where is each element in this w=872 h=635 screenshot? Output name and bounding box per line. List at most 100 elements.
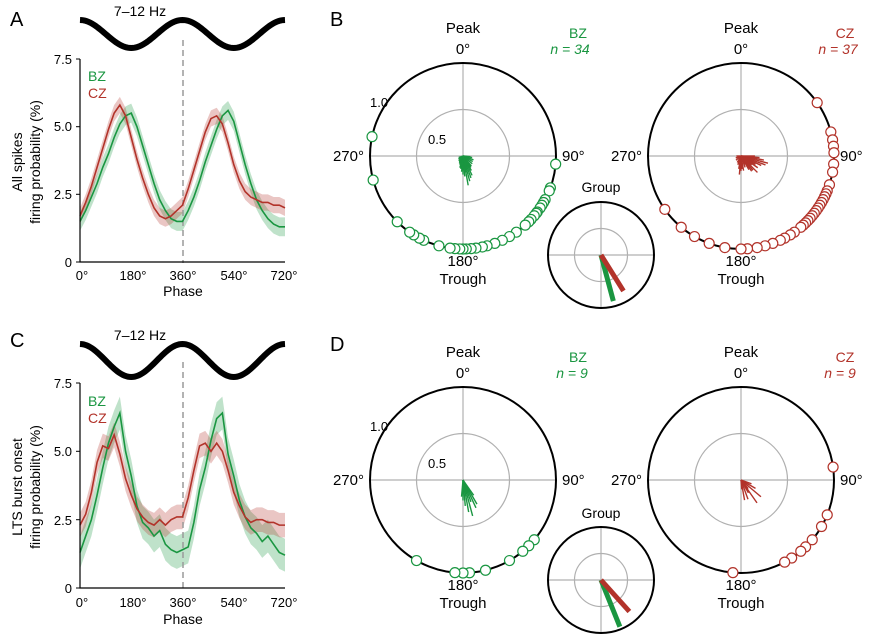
polar-b-cz-n: n = 37 [818,41,859,57]
polar-d-bz-deg0-label: 0° [456,365,470,382]
ytick-c-1: 2.5 [54,513,72,528]
series-line-cz-c [79,432,285,527]
polar-d-cz-vector-0 [740,479,762,498]
panel-letter-c: C [10,330,24,352]
polar-b-cz-cell-4 [828,147,840,159]
polar-d-cz-deg0-label: 0° [734,365,748,382]
polar-d-cz-cell-3 [806,534,818,546]
polar-b-group [547,201,655,309]
polar-d-cz-trough-label: Trough [718,595,765,612]
panel-letter-a: A [10,9,24,31]
polar-b-bz-n: n = 34 [550,41,590,57]
polar-d-bz-cell-8 [410,554,423,567]
polar-d-bz-rlabel-inner: 0.5 [428,456,446,471]
polar-b-bz-cell-25 [444,242,456,254]
polar-d-bz-cell-2 [517,545,529,557]
xtick-c-0: 0° [76,595,88,610]
polar-b-cz-deg270-label: 270° [611,148,642,165]
polar-b-bz-cell-0 [550,158,562,170]
polar-d-cz-cell-2 [815,520,828,533]
ylabel-c-line2: firing probability (%) [27,425,43,549]
polar-b-cz-deg0-label: 0° [734,41,748,58]
xtick-c-2: 360° [170,595,197,610]
polar-b-bz-vector-22 [458,155,464,159]
polar-d-bz-rlabel-outer: 1.0 [370,419,388,434]
y-ticks-a: 0 2.5 5.0 7.5 [54,52,80,270]
legend-bz-c: BZ [88,393,106,409]
panel-c: C 7–12 Hz 0 2.5 5.0 7.5 0° 180° 360° 540… [9,327,297,627]
series-line-bz-c [79,410,286,556]
ylabel-a-line2: firing probability (%) [27,100,43,224]
polar-d-cz-vector-6 [740,479,752,485]
polar-b-bz-cell-26 [433,240,445,252]
polar-b-cz-cell-34 [688,230,701,243]
polar-d-bz-peak-label: Peak [446,344,481,361]
polar-d-group-ring-outer [547,526,655,634]
legend-bz-a: BZ [88,68,106,84]
legend-cz-a: CZ [88,85,107,101]
ytick-c-2: 5.0 [54,444,72,459]
xtick-a-0: 0° [76,268,88,283]
x-ticks-c: 0° 180° 360° 540° 720° [76,595,298,610]
polar-b-bz-cell-2 [543,185,555,197]
polar-b-cz-vector-24 [740,155,746,165]
polar-b-group-ring-outer [547,201,655,309]
polar-b-cz-cell-29 [751,241,763,254]
x-ticks-a: 0° 180° 360° 540° 720° [76,268,298,283]
polar-d-cz-cell-0 [827,461,839,473]
polar-b-bz-deg270-label: 270° [333,148,364,165]
xtick-a-2: 360° [170,268,197,283]
polar-d-bz-deg90-label: 90° [562,472,585,489]
polar-b-bz-trough-label: Trough [440,271,487,288]
ytick-a-1: 2.5 [54,187,72,202]
polar-b-cz-peak-label: Peak [724,20,759,37]
polar-b-cz-deg180-label: 180° [725,253,756,270]
polar-b-group-ring-inner [573,227,629,283]
group-label-d: Group [582,505,621,521]
polar-b-bz-rlabel-outer: 1.0 [370,95,388,110]
panel-b: B BZ n = 34 CZ n = 37 Group 1.0 0.5 Peak 0°… [330,9,863,309]
line-plot-a: 0 2.5 5.0 7.5 0° 180° 360° 540° 720° Pha… [9,40,297,299]
line-plot-c: 0 2.5 5.0 7.5 0° 180° 360° 540° 720° Pha… [9,362,297,627]
polar-d-bz-ring-inner [415,432,511,528]
polar-d-cz-vector-7 [740,479,749,489]
band-label-a: 7–12 Hz [114,3,166,19]
polar-b-cz-trough-label: Trough [718,271,765,288]
polar-b-bz-cell-32 [367,174,379,186]
polar-d-bz-cell-3 [503,554,516,567]
polar-d-bz-n: n = 9 [556,365,588,381]
polar-d-bz: 1.0 0.5 Peak 0° 90° 270° 180°Trough [333,344,585,612]
polar-d-bz-title: BZ [569,349,587,365]
polar-b-cz-cell-35 [675,221,687,233]
polar-b-group-mean-cz [598,253,626,293]
polar-b-cz-cell-6 [826,166,839,178]
y-ticks-c: 0 2.5 5.0 7.5 [54,376,80,596]
polar-d-group-mean-bz [598,579,623,628]
xtick-c-4: 720° [271,595,298,610]
xlabel-c: Phase [163,611,203,627]
polar-b-bz-cell-33 [366,131,378,143]
polar-d-cz-n: n = 9 [824,365,856,381]
ytick-a-3: 7.5 [54,52,72,67]
polar-b-cz-cell-31 [735,243,747,255]
ylabel-c-line1: LTS burst onset [9,438,25,536]
polar-d-bz-cell-7 [449,567,461,579]
panel-letter-b: B [330,9,343,31]
polar-d-bz-deg180-label: 180° [447,577,478,594]
polar-d-cz-cell-5 [795,545,807,557]
polar-b-bz-ring-inner [415,108,511,204]
polar-d-cz-cell-1 [821,509,833,521]
polar-d-cz-ring-outer [647,386,835,574]
series-line-bz-a [79,109,285,228]
polar-d-cz: Peak 0° 90° 270° 180°Trough [611,344,863,612]
polar-d-cz-vector-8 [740,479,746,501]
polar-b-bz-cell-31 [391,216,403,228]
polar-b-bz-vector-13 [462,155,471,158]
xtick-a-4: 720° [271,268,298,283]
theta-wave-c [79,340,286,381]
polar-b-cz-title: CZ [836,25,855,41]
polar-d-bz-trough-label: Trough [440,595,487,612]
group-label-b: Group [582,179,621,195]
theta-wave-a [79,16,286,52]
polar-b-bz-title: BZ [569,25,587,41]
